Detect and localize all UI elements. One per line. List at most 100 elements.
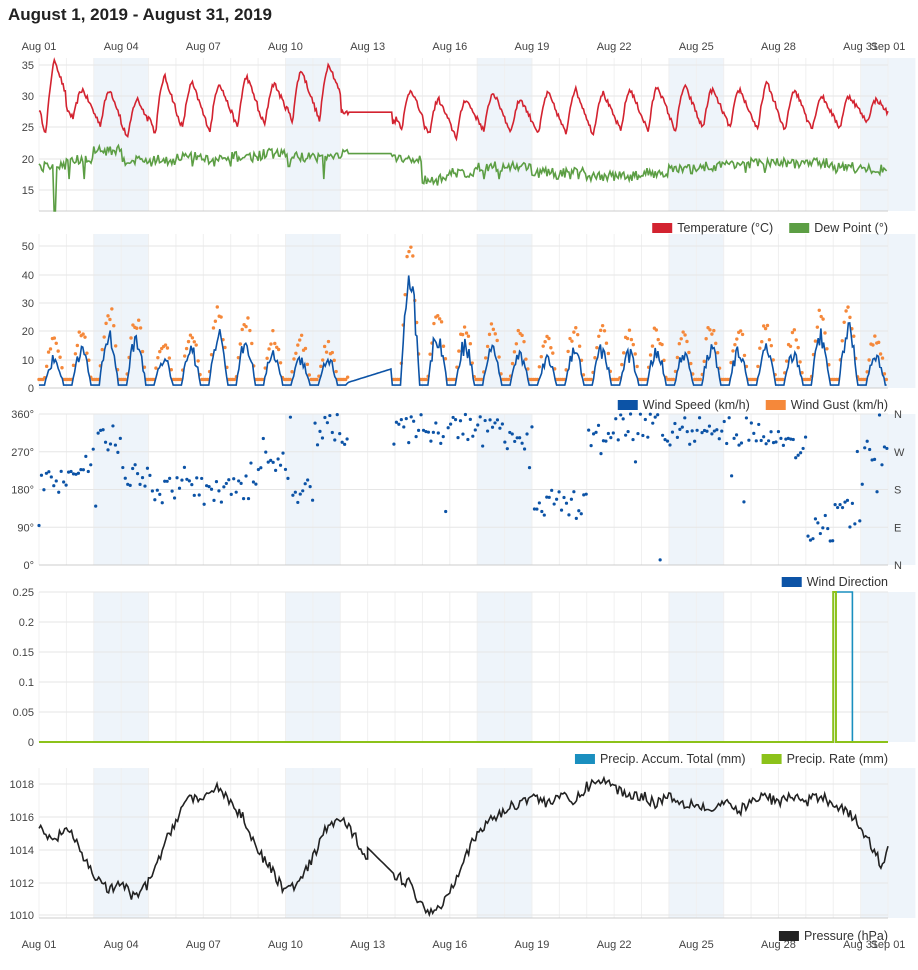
wind-direction-point <box>256 467 260 472</box>
wind-gust-point <box>631 342 635 347</box>
wind-direction-point <box>759 438 763 443</box>
wind-direction-point <box>96 431 100 435</box>
wind-gust-point <box>288 377 292 382</box>
wind-gust-point <box>54 341 58 345</box>
y-tick-label: 1016 <box>10 812 34 824</box>
wind-direction-point <box>875 490 879 494</box>
wind-gust-point <box>512 350 517 354</box>
wind-direction-point <box>57 490 61 494</box>
wind-direction-point <box>330 430 334 435</box>
wind-direction-point <box>145 466 150 470</box>
wind-gust-point <box>441 344 446 348</box>
wind-direction-point <box>550 488 554 492</box>
y-tick-label: 25 <box>22 122 34 134</box>
wind-gust-point <box>794 338 798 342</box>
wind-direction-point <box>818 531 822 536</box>
wind-gust-point <box>326 339 331 344</box>
legend-swatch <box>778 931 799 941</box>
wind-direction-point <box>784 437 788 441</box>
wind-direction-point <box>513 439 517 444</box>
wind-direction-point <box>126 482 130 486</box>
x-tick-label-top: Sep 01 <box>871 41 906 53</box>
x-tick-label-bottom: Aug 01 <box>22 939 57 951</box>
wind-gust-point <box>547 336 551 341</box>
legend-swatch <box>765 400 786 410</box>
wind-gust-point <box>184 346 189 351</box>
y-tick-label: 20 <box>22 326 34 338</box>
page-title: August 1, 2019 - August 31, 2019 <box>8 5 272 24</box>
wind-direction-point <box>318 429 322 433</box>
wind-speed-line <box>39 275 887 386</box>
wind-gust-point <box>629 337 634 342</box>
wind-direction-point <box>722 419 726 424</box>
wind-gust-point <box>485 344 490 349</box>
wind-direction-point <box>744 416 749 420</box>
wind-gust-point <box>77 330 81 334</box>
wind-direction-point <box>522 447 527 451</box>
wind-gust-point <box>154 366 158 370</box>
wind-direction-point <box>296 500 300 505</box>
wind-gust-point <box>880 356 885 360</box>
wind-gust-point <box>298 338 302 342</box>
wind-gust-point <box>712 328 716 333</box>
wind-direction-point <box>737 443 741 447</box>
wind-direction-point <box>525 432 529 436</box>
wind-direction-point <box>562 495 566 500</box>
wind-direction-point <box>631 437 635 442</box>
wind-direction-point <box>468 417 472 421</box>
wind-direction-point <box>66 470 71 474</box>
y-tick-label: 50 <box>22 241 34 253</box>
wind-direction-point <box>702 428 707 433</box>
wind-direction-point <box>111 424 115 428</box>
wind-gust-point <box>815 325 820 329</box>
wind-direction-point <box>170 489 174 493</box>
wind-direction-point <box>510 432 514 436</box>
wind-direction-point <box>715 428 719 432</box>
wind-direction-point <box>338 432 342 436</box>
wind-direction-point <box>451 415 455 420</box>
wind-direction-point <box>589 444 593 448</box>
wind-direction-point <box>599 451 603 456</box>
wind-gust-point <box>267 347 271 351</box>
wind-direction-point <box>49 475 53 479</box>
wind-gust-point <box>315 377 319 382</box>
wind-gust-point <box>825 347 829 351</box>
wind-direction-point <box>648 412 652 416</box>
wind-direction-point <box>710 432 714 436</box>
wind-gust-point <box>635 364 639 369</box>
wind-gust-point <box>516 328 520 333</box>
wind-gust-point <box>250 341 254 346</box>
wind-direction-point <box>234 490 238 494</box>
wind-direction-point <box>569 497 574 501</box>
wind-gust-point <box>324 350 329 354</box>
wind-direction-point <box>397 422 401 426</box>
wind-direction-point <box>402 425 406 429</box>
y-tick-label: 30 <box>22 298 34 310</box>
wind-direction-point <box>850 501 854 505</box>
wind-direction-point <box>172 496 177 500</box>
wind-gust-point <box>319 364 323 369</box>
wind-gust-point <box>206 377 210 382</box>
wind-gust-point <box>566 349 570 354</box>
wind-direction-point <box>858 519 862 523</box>
wind-gust-point <box>807 377 812 382</box>
wind-direction-point <box>345 437 349 441</box>
wind-direction-point <box>303 482 307 486</box>
wind-direction-point <box>572 490 576 494</box>
wind-gust-point <box>729 360 733 365</box>
wind-direction-point <box>165 479 169 483</box>
wind-gust-point <box>263 366 267 370</box>
wind-direction-point <box>826 526 830 531</box>
wind-gust-point <box>871 343 875 347</box>
wind-gust-point <box>495 338 499 343</box>
wind-direction-point <box>707 424 712 428</box>
wind-direction-point <box>458 419 463 423</box>
wind-gust-point <box>466 334 471 338</box>
x-tick-label-bottom: Aug 25 <box>679 939 714 951</box>
wind-direction-point <box>515 436 519 440</box>
wind-gust-point <box>543 340 547 344</box>
x-tick-label-bottom: Aug 22 <box>597 939 632 951</box>
wind-direction-point <box>232 477 236 481</box>
wind-gust-point <box>169 368 173 372</box>
